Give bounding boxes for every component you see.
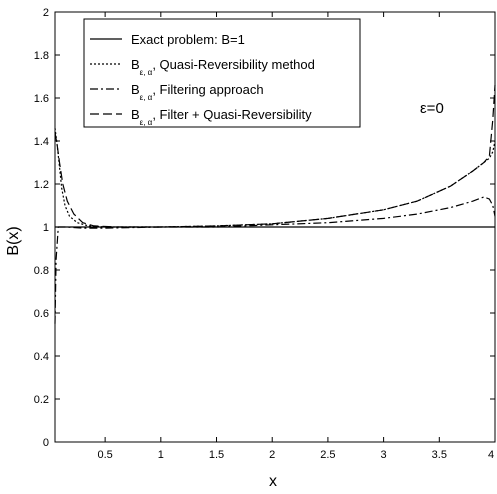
y-tick-label: 1.8 (34, 50, 49, 62)
x-tick-label: 3.5 (432, 449, 447, 461)
y-tick-label: 0.6 (34, 308, 49, 320)
y-tick-label: 0.4 (34, 351, 49, 363)
legend-box (83, 18, 361, 128)
y-tick-label: 1 (43, 222, 49, 234)
legend-label: Exact problem: B=1 (131, 32, 245, 47)
x-tick-label: 3 (381, 449, 387, 461)
y-tick-label: 1.2 (34, 179, 49, 191)
x-tick-label: 0.5 (97, 449, 112, 461)
plot-area (54, 85, 496, 324)
y-tick-label: 2 (43, 7, 49, 19)
x-tick-label: 1 (158, 449, 164, 461)
x-axis-label: x (269, 473, 277, 490)
x-tick-label: 1.5 (209, 449, 224, 461)
y-tick-label: 1.6 (34, 93, 49, 105)
y-axis-label: B(x) (5, 226, 22, 255)
legend-label: Bε, α, Filtering approach (131, 82, 264, 102)
legend: Exact problem: B=1 Bε, α, Quasi-Reversibi… (83, 18, 361, 128)
x-tick-label: 2.5 (320, 449, 335, 461)
x-tick-label: 2 (269, 449, 275, 461)
series-line-filter-quasi-reversibility (54, 85, 496, 228)
y-tick-label: 0.2 (34, 394, 49, 406)
epsilon-annotation: ε=0 (420, 100, 444, 117)
series-line-filtering-approach (54, 196, 496, 324)
axes: 0 0.2 0.4 0.6 0.8 1 1.2 1.4 1.6 1.8 2 0.5 1 1.5 2 2.5 3 3… (34, 7, 496, 461)
legend-label: Bε, α, Filter + Quasi-Reversibility (131, 107, 312, 127)
legend-label: Bε, α, Quasi-Reversibility method (131, 57, 315, 77)
y-tick-label: 1.4 (34, 136, 49, 148)
y-tick-label: 0 (43, 437, 49, 449)
x-tick-label: 4 (488, 449, 494, 461)
y-tick-label: 0.8 (34, 265, 49, 277)
